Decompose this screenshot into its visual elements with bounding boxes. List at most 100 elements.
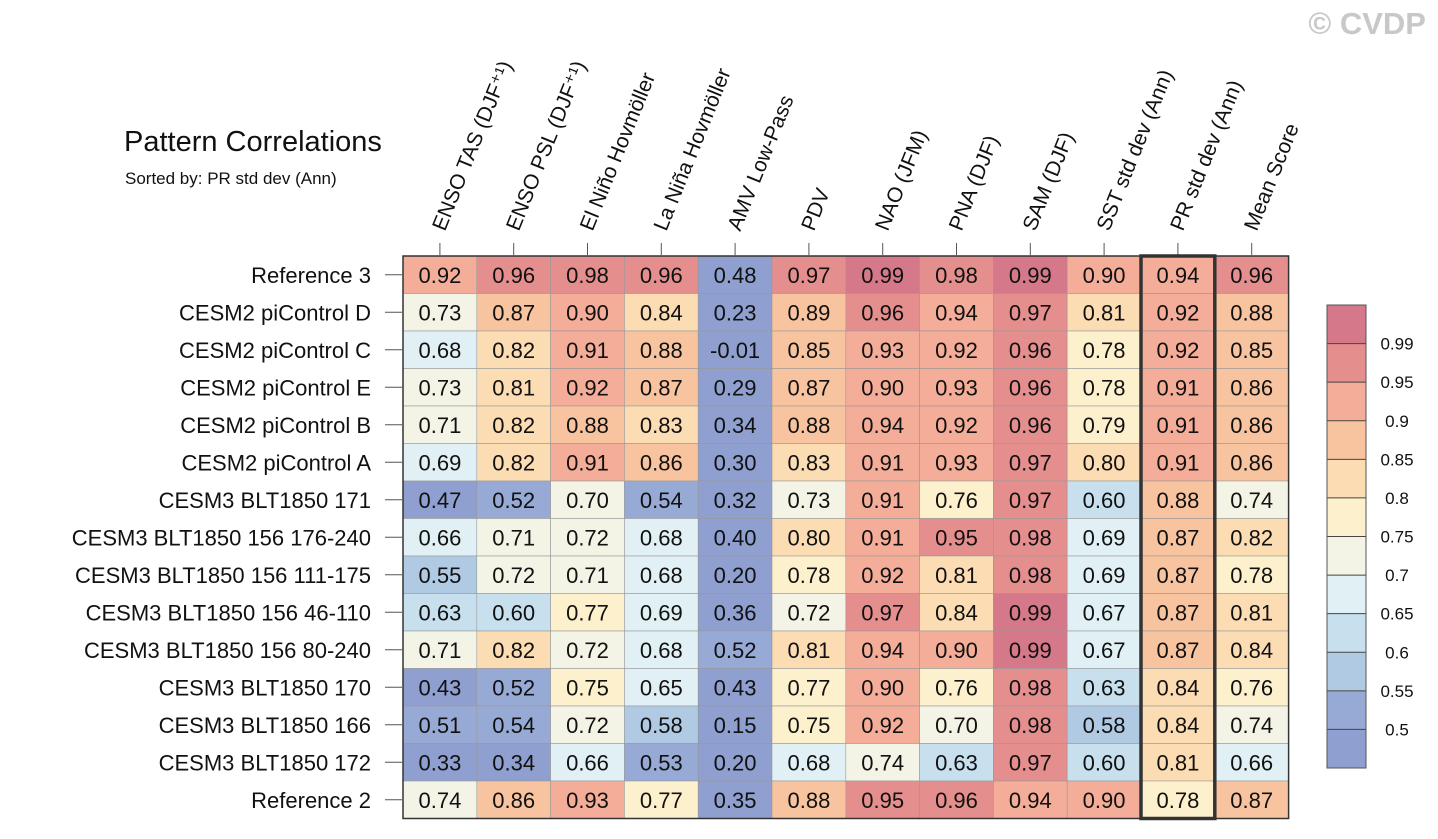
row-label: CESM3 BLT1850 156 80-240 (84, 638, 371, 663)
cell-value: 0.98 (566, 263, 609, 288)
cell-value: 0.94 (1009, 788, 1052, 813)
cell-value: 0.96 (1009, 375, 1052, 400)
heatmap-cell (919, 593, 994, 632)
cell-value: 0.30 (714, 450, 757, 475)
colorbar-label: 0.95 (1380, 373, 1413, 392)
row-label: CESM3 BLT1850 166 (159, 713, 371, 738)
cell-value: 0.93 (861, 338, 904, 363)
heatmap-cell (697, 368, 773, 407)
cell-value: 0.84 (935, 600, 978, 625)
heatmap-cell (993, 368, 1068, 407)
cell-value: 0.92 (861, 713, 904, 738)
heatmap-cell (697, 668, 773, 707)
row-label: Reference 2 (251, 788, 371, 813)
cell-value: 0.20 (714, 563, 757, 588)
cell-value: 0.67 (1083, 638, 1126, 663)
cell-value: 0.88 (566, 413, 609, 438)
heatmap-cell (697, 518, 773, 557)
heatmap-cell (550, 405, 625, 444)
cell-value: 0.97 (861, 600, 904, 625)
cell-value: 0.47 (418, 488, 461, 513)
heatmap-cell (402, 405, 478, 444)
heatmap-cell (1214, 668, 1289, 707)
heatmap-cell (697, 630, 773, 669)
heatmap-cell (845, 480, 920, 519)
heatmap-cell (402, 555, 478, 594)
heatmap-cell (697, 480, 773, 519)
colorbar-label: 0.75 (1380, 528, 1413, 547)
cell-value: 0.87 (1156, 525, 1199, 550)
heatmap-cell (402, 330, 478, 369)
row-label: CESM2 piControl B (180, 413, 371, 438)
cell-value: 0.92 (566, 375, 609, 400)
cell-value: 0.84 (1230, 638, 1273, 663)
heatmap-cell (771, 743, 847, 782)
cell-value: 0.70 (935, 713, 978, 738)
heatmap-cell (1214, 780, 1289, 819)
cell-value: 0.70 (566, 488, 609, 513)
column-label: AMV Low-Pass (723, 92, 798, 234)
colorbar-label: 0.85 (1380, 450, 1413, 469)
cell-value: 0.53 (640, 750, 683, 775)
heatmap-cell (771, 293, 847, 332)
cell-value: 0.68 (640, 563, 683, 588)
cell-value: 0.29 (714, 375, 757, 400)
colorbar-segment (1327, 729, 1366, 768)
cell-value: 0.82 (1230, 525, 1273, 550)
cell-value: 0.85 (1230, 338, 1273, 363)
heatmap-cell (1140, 293, 1216, 332)
heatmap-cell (993, 743, 1068, 782)
cell-value: 0.92 (861, 563, 904, 588)
cell-value: 0.98 (1009, 563, 1052, 588)
heatmap-cell (624, 443, 699, 482)
cell-value: 0.91 (566, 450, 609, 475)
cell-value: 0.54 (640, 488, 683, 513)
row-label: CESM2 piControl E (180, 375, 371, 400)
colorbar-border (1326, 304, 1367, 769)
cell-value: 0.52 (492, 675, 535, 700)
cell-value: 0.91 (1156, 375, 1199, 400)
cell-value: 0.89 (787, 300, 830, 325)
cell-value: 0.78 (1083, 338, 1126, 363)
heatmap-cell (1214, 293, 1289, 332)
cell-value: 0.97 (1009, 488, 1052, 513)
row-label: CESM3 BLT1850 156 176-240 (72, 525, 371, 550)
cell-value: 0.74 (1230, 713, 1273, 738)
cell-value: 0.69 (418, 450, 461, 475)
heatmap-cell (550, 593, 625, 632)
heatmap-cell (845, 743, 920, 782)
row-label: CESM3 BLT1850 170 (159, 675, 371, 700)
cell-value: 0.86 (492, 788, 535, 813)
cell-value: 0.94 (935, 300, 978, 325)
cell-value: 0.80 (1083, 450, 1126, 475)
cell-value: 0.63 (1083, 675, 1126, 700)
cell-value: 0.73 (418, 300, 461, 325)
cell-value: 0.92 (418, 263, 461, 288)
heatmap-cell (919, 480, 994, 519)
cell-value: 0.58 (1083, 713, 1126, 738)
cell-value: 0.74 (1230, 488, 1273, 513)
cell-value: 0.87 (1156, 563, 1199, 588)
cell-value: 0.20 (714, 750, 757, 775)
cell-value: 0.69 (1083, 563, 1126, 588)
cell-value: 0.52 (714, 638, 757, 663)
heatmap-cell (476, 743, 551, 782)
heatmap-cell (771, 593, 847, 632)
cell-value: 0.40 (714, 525, 757, 550)
heatmap-cell (771, 705, 847, 744)
heatmap-cell (919, 330, 994, 369)
cell-value: 0.97 (787, 263, 830, 288)
cell-value: 0.36 (714, 600, 757, 625)
heatmap-cell (1066, 555, 1142, 594)
cell-value: 0.97 (1009, 300, 1052, 325)
heatmap-cell (771, 330, 847, 369)
heatmap-cell (624, 330, 699, 369)
colorbar-segment (1327, 536, 1366, 576)
heatmap-cell (1066, 668, 1142, 707)
highlight-column-box (1139, 254, 1217, 821)
heatmap-cell (993, 705, 1068, 744)
cell-value: 0.72 (566, 525, 609, 550)
column-label: ENSO PSL (DJF⁺¹) (502, 58, 591, 234)
cell-value: 0.96 (861, 300, 904, 325)
heatmap-cell (845, 593, 920, 632)
